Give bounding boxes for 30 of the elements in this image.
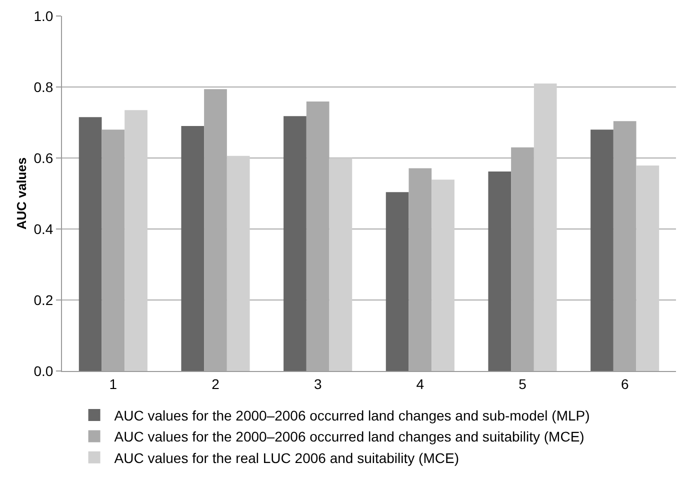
- bar: [78, 117, 102, 371]
- bar: [408, 168, 432, 371]
- x-tick-label: 2: [212, 376, 220, 392]
- x-tick-label: 4: [416, 376, 424, 392]
- y-tick-label: 0.6: [34, 150, 54, 166]
- bar: [124, 110, 148, 371]
- bar: [284, 116, 306, 371]
- bar: [534, 83, 557, 371]
- x-tick-label: 1: [109, 376, 118, 392]
- y-tick-label: 1.0: [34, 8, 54, 24]
- bar: [636, 165, 660, 371]
- y-tick-label: 0.4: [34, 220, 54, 237]
- bar: [102, 130, 125, 371]
- y-tick-label: 0.2: [34, 292, 54, 308]
- x-tick-label: 5: [518, 376, 527, 392]
- bar: [329, 158, 352, 371]
- bar: [386, 192, 409, 371]
- legend-label: AUC values for the 2000–2006 occurred land changes and suitability (MCE): [114, 428, 584, 445]
- y-tick-label: 0.0: [34, 362, 54, 379]
- bar: [590, 130, 614, 371]
- y-tick-label: 0.8: [34, 78, 54, 95]
- y-axis-title: AUC values: [14, 157, 29, 230]
- x-tick-label: 6: [620, 376, 629, 392]
- legend-label: AUC values for the real LUC 2006 and suitability (MCE): [114, 450, 459, 466]
- bar: [432, 180, 454, 371]
- bar: [488, 171, 512, 371]
- bar: [226, 156, 250, 371]
- x-tick-label: 3: [314, 376, 322, 392]
- bar: [181, 126, 204, 371]
- legend-label: AUC values for the 2000–2006 occurred land changes and sub-model (MLP): [114, 407, 590, 424]
